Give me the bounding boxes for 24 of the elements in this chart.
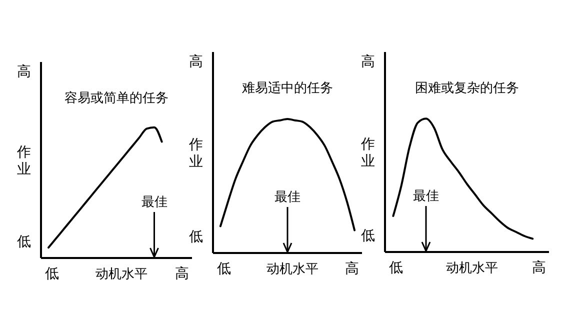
chart-title: 困难或复杂的任务 — [415, 81, 519, 96]
annotation: 最佳 — [274, 190, 300, 205]
text: 低 — [217, 261, 231, 277]
annotation: 最佳 — [413, 189, 439, 204]
text: 高 — [532, 260, 546, 276]
text: 高 — [345, 261, 359, 277]
y-axis-title: 作业 — [188, 137, 203, 170]
text: 高 — [189, 54, 203, 70]
annotation: 最佳 — [141, 195, 168, 210]
text: 高 — [361, 54, 375, 70]
x-axis-title: 动机水平 — [266, 262, 318, 277]
text: 高 — [17, 64, 31, 80]
y-axis-title: 作业 — [16, 144, 31, 178]
text: 低 — [389, 260, 403, 276]
text: 高 — [175, 266, 189, 282]
annotation: 低 — [361, 228, 375, 244]
y-axis-title: 作业 — [360, 136, 375, 170]
annotation: 低 — [189, 229, 203, 245]
text: 低 — [17, 234, 31, 250]
x-axis-title: 动机水平 — [446, 261, 498, 276]
chart-title: 容易或简单的任务 — [64, 90, 168, 106]
text: 低 — [45, 266, 59, 282]
x-axis-title: 动机水平 — [96, 267, 148, 282]
chart-title: 难易适中的任务 — [241, 81, 333, 96]
